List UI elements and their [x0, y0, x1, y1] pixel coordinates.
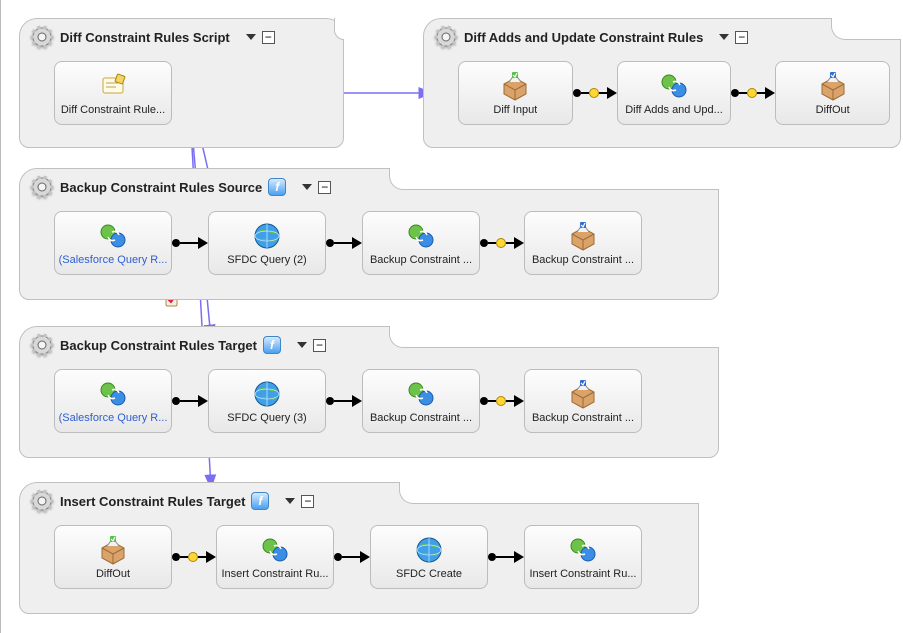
gear-icon — [30, 489, 54, 513]
node-label: SFDC Create — [396, 568, 462, 580]
node-n_bct2[interactable]: Backup Constraint ... — [524, 369, 642, 433]
transform-icon — [259, 534, 291, 566]
node-n_script[interactable]: Diff Constraint Rule... — [54, 61, 172, 125]
collapse-toggle[interactable]: − — [301, 495, 314, 508]
panel-header: Diff Adds and Update Constraint Rules − — [424, 19, 900, 53]
panel-title: Diff Adds and Update Constraint Rules — [464, 30, 703, 45]
panel-p4: Backup Constraint Rules Target f − (Sale… — [19, 326, 719, 458]
node-n_bcs2[interactable]: Backup Constraint ... — [524, 211, 642, 275]
panel-title: Diff Constraint Rules Script — [60, 30, 230, 45]
panel-p5: Insert Constraint Rules Target f − DiffO… — [19, 482, 699, 614]
gear-icon — [30, 175, 54, 199]
panel-p2: Diff Adds and Update Constraint Rules − … — [423, 18, 901, 148]
panel-body: DiffOut Insert Constraint Ru... SFDC Cre… — [20, 517, 698, 599]
connector — [172, 556, 216, 558]
gear-icon — [30, 25, 54, 49]
script-icon — [98, 70, 128, 102]
node-label: Diff Adds and Upd... — [625, 104, 723, 116]
panel-p3: Backup Constraint Rules Source f − (Sale… — [19, 168, 719, 300]
box-green-icon — [499, 70, 531, 102]
node-n_bct1[interactable]: Backup Constraint ... — [362, 369, 480, 433]
globe-icon — [251, 378, 283, 410]
panel-body: (Salesforce Query R... SFDC Query (2) Ba… — [20, 203, 718, 285]
node-n_icr2[interactable]: Insert Constraint Ru... — [524, 525, 642, 589]
connector — [480, 242, 524, 244]
node-n_sfq1[interactable]: (Salesforce Query R... — [54, 211, 172, 275]
connector — [326, 400, 362, 402]
box-blue-icon — [817, 70, 849, 102]
node-n_sfdccreate[interactable]: SFDC Create — [370, 525, 488, 589]
node-n_diffout[interactable]: DiffOut — [775, 61, 890, 125]
node-n_diffout2[interactable]: DiffOut — [54, 525, 172, 589]
gear-icon — [434, 25, 458, 49]
dropdown-caret[interactable] — [719, 34, 729, 40]
transform-icon — [405, 378, 437, 410]
workflow-canvas: Diff Constraint Rules Script − Diff Cons… — [11, 8, 893, 625]
node-label: Diff Constraint Rule... — [61, 104, 165, 116]
connector — [334, 556, 370, 558]
node-label: Backup Constraint ... — [532, 412, 634, 424]
node-n_icr1[interactable]: Insert Constraint Ru... — [216, 525, 334, 589]
collapse-toggle[interactable]: − — [318, 181, 331, 194]
node-label: DiffOut — [816, 104, 850, 116]
node-n_diffaddupd[interactable]: Diff Adds and Upd... — [617, 61, 732, 125]
fx-badge[interactable]: f — [251, 492, 269, 510]
panel-title: Backup Constraint Rules Source — [60, 180, 262, 195]
node-n_sfdcq3[interactable]: SFDC Query (3) — [208, 369, 326, 433]
collapse-toggle[interactable]: − — [313, 339, 326, 352]
panel-body: (Salesforce Query R... SFDC Query (3) Ba… — [20, 361, 718, 443]
node-n_diffin[interactable]: Diff Input — [458, 61, 573, 125]
transform-icon — [97, 378, 129, 410]
node-label: Backup Constraint ... — [370, 254, 472, 266]
transform-icon — [567, 534, 599, 566]
transform-icon — [405, 220, 437, 252]
node-n_sfq2[interactable]: (Salesforce Query R... — [54, 369, 172, 433]
connector — [488, 556, 524, 558]
box-green-icon — [97, 534, 129, 566]
connector — [172, 400, 208, 402]
connector — [172, 242, 208, 244]
node-label: SFDC Query (3) — [227, 412, 306, 424]
dropdown-caret[interactable] — [302, 184, 312, 190]
node-label: Insert Constraint Ru... — [222, 568, 329, 580]
node-label: Diff Input — [493, 104, 537, 116]
connector — [480, 400, 524, 402]
connector — [326, 242, 362, 244]
transform-icon — [97, 220, 129, 252]
node-label: Backup Constraint ... — [370, 412, 472, 424]
node-label: Insert Constraint Ru... — [530, 568, 637, 580]
fx-badge[interactable]: f — [268, 178, 286, 196]
panel-body: Diff Input Diff Adds and Upd... DiffOut — [424, 53, 900, 135]
transform-icon — [658, 70, 690, 102]
gear-icon — [30, 333, 54, 357]
node-n_bcs1[interactable]: Backup Constraint ... — [362, 211, 480, 275]
panel-body: Diff Constraint Rule... — [20, 53, 343, 135]
node-label: SFDC Query (2) — [227, 254, 306, 266]
panel-title: Backup Constraint Rules Target — [60, 338, 257, 353]
node-label: (Salesforce Query R... — [59, 412, 168, 424]
panel-header: Diff Constraint Rules Script − — [20, 19, 343, 53]
connector — [573, 92, 617, 94]
node-label: DiffOut — [96, 568, 130, 580]
dropdown-caret[interactable] — [297, 342, 307, 348]
globe-icon — [413, 534, 445, 566]
box-blue-icon — [567, 220, 599, 252]
box-blue-icon — [567, 378, 599, 410]
panel-p1: Diff Constraint Rules Script − Diff Cons… — [19, 18, 344, 148]
node-label: Backup Constraint ... — [532, 254, 634, 266]
dropdown-caret[interactable] — [246, 34, 256, 40]
panel-title: Insert Constraint Rules Target — [60, 494, 245, 509]
node-n_sfdcq2[interactable]: SFDC Query (2) — [208, 211, 326, 275]
collapse-toggle[interactable]: − — [262, 31, 275, 44]
collapse-toggle[interactable]: − — [735, 31, 748, 44]
globe-icon — [251, 220, 283, 252]
fx-badge[interactable]: f — [263, 336, 281, 354]
node-label: (Salesforce Query R... — [59, 254, 168, 266]
dropdown-caret[interactable] — [285, 498, 295, 504]
connector — [731, 92, 775, 94]
